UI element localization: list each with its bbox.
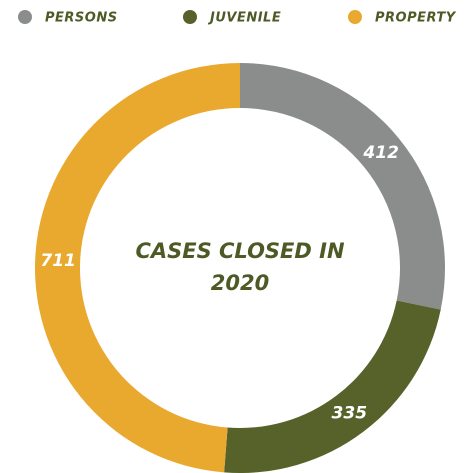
- legend-label: PROPERTY: [375, 11, 457, 26]
- legend-swatch: [183, 10, 197, 24]
- legend-label: JUVENILE: [207, 11, 281, 26]
- value-label: 335: [332, 404, 368, 424]
- value-label: 412: [362, 143, 399, 163]
- value-label: 711: [40, 251, 76, 271]
- chart-title: CASES CLOSED IN 2020: [135, 239, 345, 295]
- donut-segment: [240, 63, 446, 310]
- donut-segment: [224, 300, 441, 473]
- donut-segment: [34, 63, 240, 473]
- legend-swatch: [18, 10, 32, 24]
- legend-swatch: [348, 10, 362, 24]
- legend-label: PERSONS: [45, 11, 118, 26]
